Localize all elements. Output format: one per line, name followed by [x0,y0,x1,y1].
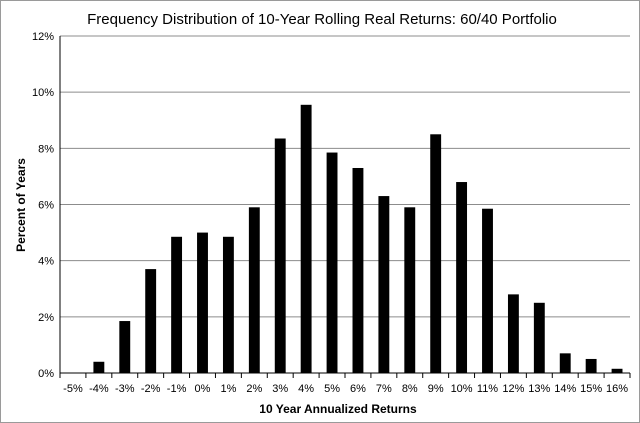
x-tick-label: 4% [298,383,314,395]
x-tick-label: 1% [220,383,236,395]
bar [404,207,416,373]
x-tick-label: -5% [63,383,83,395]
x-tick-label: 7% [376,383,392,395]
bar [171,236,183,373]
bar [326,152,338,373]
x-tick-label: 15% [580,383,602,395]
bar [482,208,493,373]
bar [93,361,105,373]
x-axis-label: 10 Year Annualized Returns [259,402,417,416]
x-tick-label: 11% [477,383,498,395]
chart-title: Frequency Distribution of 10-Year Rollin… [87,11,557,28]
x-tick-label: 3% [272,383,288,395]
x-tick-labels: -5% -4% -3% -2% -1% 0% 1% 2% 3% 4% 5% 6% 7% 8% 9% 10% 11… [59,373,631,395]
bar [507,294,519,373]
bar [559,353,571,373]
x-tick-label: 2% [246,383,262,395]
bar [248,207,260,373]
bar [197,232,208,373]
x-tick-label: 8% [402,383,418,395]
x-tick-label: 16% [606,383,628,395]
bar [352,167,364,373]
bar [533,302,545,373]
bar [456,182,468,373]
x-tick-label: 12% [502,383,524,395]
y-axis-label: Percent of Years [14,158,28,252]
bar [611,368,623,373]
bars [93,104,623,373]
x-tick-label: -4% [89,383,109,395]
y-tick-label: 6% [38,200,54,212]
x-tick-label: 5% [324,383,340,395]
bar [119,321,131,373]
bar [378,196,390,373]
y-tick-label: 0% [38,368,54,380]
y-tick-label: 12% [32,31,54,43]
x-tick-label: -3% [115,383,135,395]
y-tick-label: 10% [32,87,54,99]
bar [300,104,312,373]
y-tick-label: 8% [38,143,54,155]
bar [585,358,597,373]
y-tick-label: 2% [38,312,54,324]
x-tick-label: 14% [554,383,576,395]
x-tick-label: 10% [451,383,473,395]
x-tick-label: 6% [350,383,366,395]
bar [430,134,442,373]
bar [145,269,157,373]
y-tick-label: 4% [38,256,54,268]
bar [222,236,234,373]
x-tick-label: 13% [528,383,550,395]
x-tick-label: -2% [141,383,161,395]
y-tick-labels: 0% 2% 4% 6% 8% 10% 12% [32,31,54,380]
x-tick-label: -1% [167,383,187,395]
x-tick-label: 9% [428,383,444,395]
bar [274,138,286,373]
x-tick-label: 0% [195,383,211,395]
